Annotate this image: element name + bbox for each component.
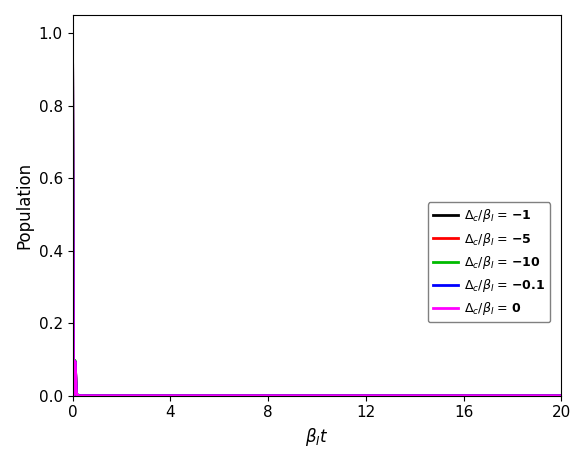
X-axis label: $\beta_I t$: $\beta_I t$ xyxy=(305,426,329,448)
$\Delta_c/\beta_I$ = $\mathbf{-0.1}$ xyxy=(166,393,173,399)
$\Delta_c/\beta_I$ = $\mathbf{-1}$ xyxy=(69,31,76,36)
Line: $\Delta_c/\beta_I$ = $\mathbf{0}$: $\Delta_c/\beta_I$ = $\mathbf{0}$ xyxy=(73,33,561,396)
$\Delta_c/\beta_I$ = $\mathbf{0}$ xyxy=(69,31,76,36)
$\Delta_c/\beta_I$ = $\mathbf{-10}$ xyxy=(558,393,565,399)
$\Delta_c/\beta_I$ = $\mathbf{-5}$ xyxy=(366,393,373,399)
$\Delta_c/\beta_I$ = $\mathbf{0}$ xyxy=(536,393,543,399)
$\Delta_c/\beta_I$ = $\mathbf{-5}$ xyxy=(166,393,173,399)
$\Delta_c/\beta_I$ = $\mathbf{-0.1}$ xyxy=(231,393,238,399)
Line: $\Delta_c/\beta_I$ = $\mathbf{-5}$: $\Delta_c/\beta_I$ = $\mathbf{-5}$ xyxy=(73,33,561,396)
$\Delta_c/\beta_I$ = $\mathbf{0}$ xyxy=(264,393,271,399)
$\Delta_c/\beta_I$ = $\mathbf{-5}$ xyxy=(304,393,311,399)
$\Delta_c/\beta_I$ = $\mathbf{-10}$ xyxy=(69,31,76,36)
$\Delta_c/\beta_I$ = $\mathbf{-5}$ xyxy=(231,393,238,399)
$\Delta_c/\beta_I$ = $\mathbf{-5}$ xyxy=(69,31,76,36)
$\Delta_c/\beta_I$ = $\mathbf{-0.1}$ xyxy=(536,393,543,399)
$\Delta_c/\beta_I$ = $\mathbf{-0.1}$ xyxy=(69,31,76,36)
Line: $\Delta_c/\beta_I$ = $\mathbf{-10}$: $\Delta_c/\beta_I$ = $\mathbf{-10}$ xyxy=(73,33,561,396)
$\Delta_c/\beta_I$ = $\mathbf{-10}$ xyxy=(166,393,173,399)
$\Delta_c/\beta_I$ = $\mathbf{-1}$ xyxy=(558,393,565,399)
$\Delta_c/\beta_I$ = $\mathbf{-10}$ xyxy=(366,393,373,399)
$\Delta_c/\beta_I$ = $\mathbf{-1}$ xyxy=(264,393,271,399)
$\Delta_c/\beta_I$ = $\mathbf{-0.1}$ xyxy=(366,393,373,399)
Legend: $\Delta_c/\beta_I$ = $\mathbf{-1}$, $\Delta_c/\beta_I$ = $\mathbf{-5}$, $\Delta_: $\Delta_c/\beta_I$ = $\mathbf{-1}$, $\De… xyxy=(428,202,550,322)
$\Delta_c/\beta_I$ = $\mathbf{-5}$ xyxy=(264,393,271,399)
$\Delta_c/\beta_I$ = $\mathbf{-0.1}$ xyxy=(264,393,271,399)
$\Delta_c/\beta_I$ = $\mathbf{-1}$ xyxy=(536,393,543,399)
$\Delta_c/\beta_I$ = $\mathbf{0}$ xyxy=(366,393,373,399)
$\Delta_c/\beta_I$ = $\mathbf{0}$ xyxy=(231,393,238,399)
$\Delta_c/\beta_I$ = $\mathbf{-1}$ xyxy=(231,393,238,399)
$\Delta_c/\beta_I$ = $\mathbf{-5}$ xyxy=(558,393,565,399)
$\Delta_c/\beta_I$ = $\mathbf{-10}$ xyxy=(264,393,271,399)
Line: $\Delta_c/\beta_I$ = $\mathbf{-0.1}$: $\Delta_c/\beta_I$ = $\mathbf{-0.1}$ xyxy=(73,33,561,396)
$\Delta_c/\beta_I$ = $\mathbf{-10}$ xyxy=(536,393,543,399)
$\Delta_c/\beta_I$ = $\mathbf{-10}$ xyxy=(231,393,238,399)
$\Delta_c/\beta_I$ = $\mathbf{-1}$ xyxy=(304,393,311,399)
$\Delta_c/\beta_I$ = $\mathbf{-5}$ xyxy=(536,393,543,399)
$\Delta_c/\beta_I$ = $\mathbf{-10}$ xyxy=(304,393,311,399)
$\Delta_c/\beta_I$ = $\mathbf{0}$ xyxy=(304,393,311,399)
$\Delta_c/\beta_I$ = $\mathbf{-0.1}$ xyxy=(558,393,565,399)
$\Delta_c/\beta_I$ = $\mathbf{0}$ xyxy=(166,393,173,399)
$\Delta_c/\beta_I$ = $\mathbf{-1}$ xyxy=(166,393,173,399)
$\Delta_c/\beta_I$ = $\mathbf{-0.1}$ xyxy=(304,393,311,399)
Line: $\Delta_c/\beta_I$ = $\mathbf{-1}$: $\Delta_c/\beta_I$ = $\mathbf{-1}$ xyxy=(73,33,561,396)
Y-axis label: Population: Population xyxy=(15,162,33,249)
$\Delta_c/\beta_I$ = $\mathbf{0}$ xyxy=(558,393,565,399)
$\Delta_c/\beta_I$ = $\mathbf{-1}$ xyxy=(366,393,373,399)
